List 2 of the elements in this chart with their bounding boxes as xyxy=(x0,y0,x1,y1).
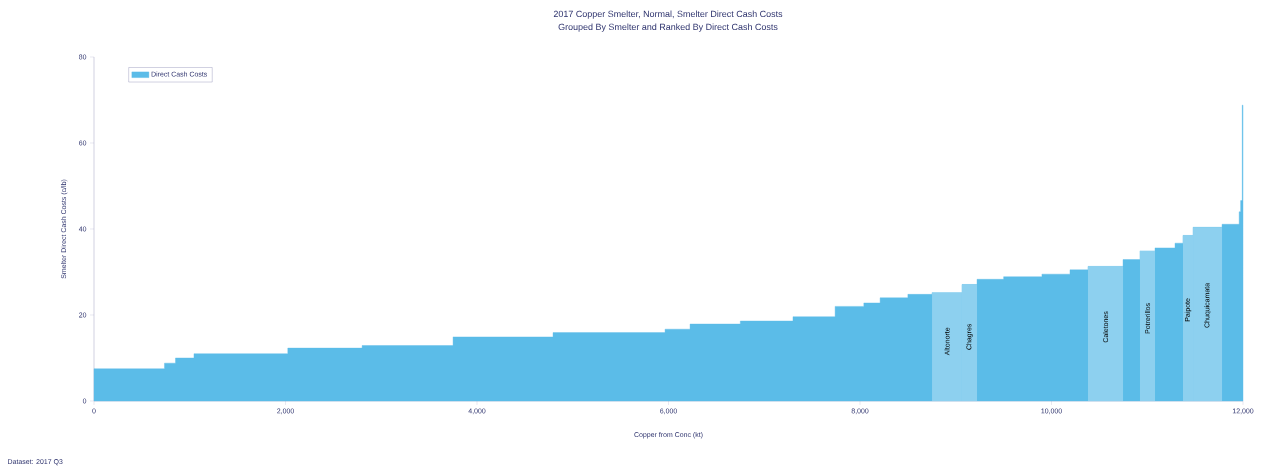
chart-title: 2017 Copper Smelter, Normal, Smelter Direct Cash Costs xyxy=(553,10,783,19)
chart-subtitle: Grouped By Smelter and Ranked By Direct Cash Costs xyxy=(558,23,778,32)
